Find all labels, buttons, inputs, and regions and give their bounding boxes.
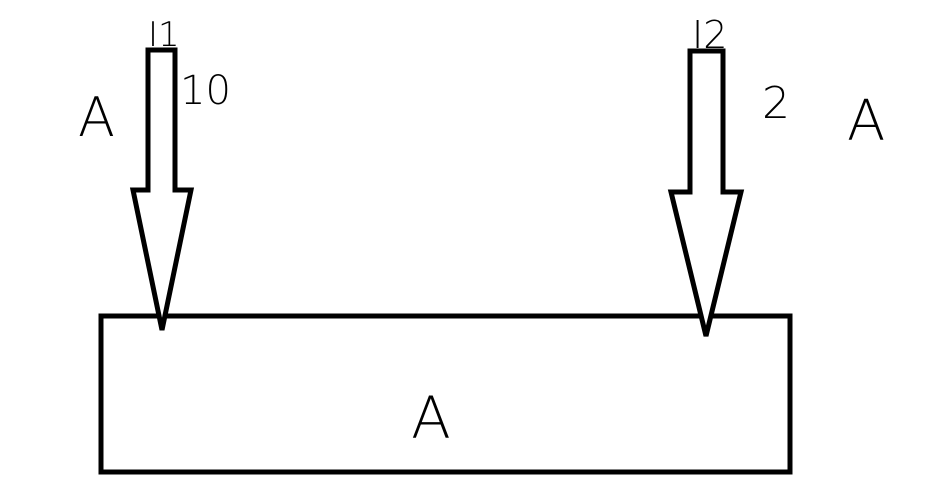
left-side-label: A (78, 86, 115, 149)
left-arrow-value: 10 (180, 68, 231, 114)
left-down-arrow (129, 47, 195, 331)
left-arrow-tag: I1 (148, 15, 180, 55)
right-side-label: A (847, 89, 885, 154)
right-down-arrow (667, 48, 745, 337)
right-arrow-tag: I2 (692, 13, 727, 57)
block-rectangle (98, 313, 793, 475)
block-label: A (411, 384, 451, 452)
right-arrow-value: 2 (762, 78, 790, 129)
